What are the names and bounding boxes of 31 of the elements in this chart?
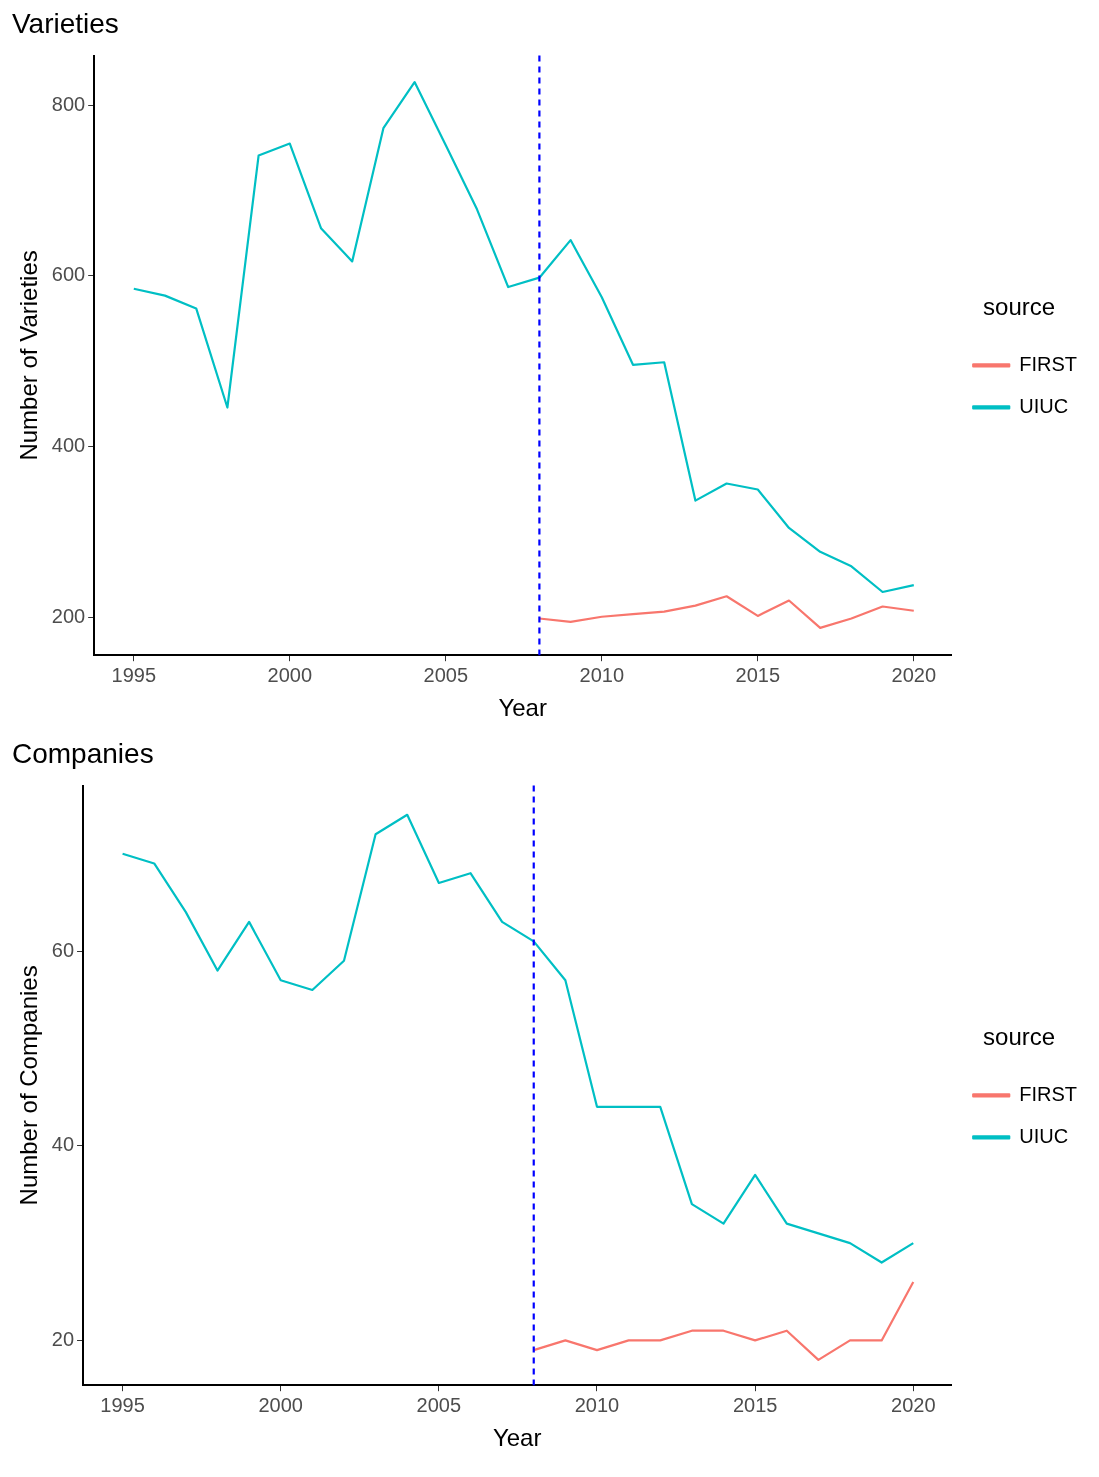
legend-label: FIRST <box>1019 1082 1078 1105</box>
x-tick-label: 2005 <box>416 1393 462 1416</box>
chart-title: Varieties <box>12 7 119 39</box>
legend-title: source <box>983 1023 1056 1051</box>
y-axis-title: Number of Companies <box>15 965 43 1206</box>
y-tick-label: 40 <box>51 1133 75 1156</box>
y-tick-label: 600 <box>51 263 86 286</box>
y-tick-label: 400 <box>51 434 86 457</box>
legend-label: UIUC <box>1019 394 1069 417</box>
y-tick-label: 60 <box>51 938 75 961</box>
x-tick-label: 2000 <box>267 663 313 686</box>
x-tick-label: 1995 <box>111 663 157 686</box>
x-tick-label: 2000 <box>258 1393 303 1416</box>
y-tick-label: 800 <box>51 92 86 115</box>
x-axis-title: Year <box>492 1424 542 1452</box>
x-tick-label: 2020 <box>891 1393 936 1416</box>
x-tick-label: 2015 <box>735 663 781 686</box>
x-tick-label: 2005 <box>423 663 469 686</box>
x-tick-label: 2020 <box>891 663 937 686</box>
y-tick-label: 20 <box>51 1327 75 1350</box>
chart-title: Companies <box>12 737 154 769</box>
legend-title: source <box>983 293 1056 321</box>
x-axis-title: Year <box>498 694 547 722</box>
y-axis-title: Number of Varieties <box>15 250 43 461</box>
legend-label: UIUC <box>1019 1124 1069 1147</box>
legend-label: FIRST <box>1019 352 1078 375</box>
y-tick-label: 200 <box>51 605 86 628</box>
x-tick-label: 2010 <box>579 663 625 686</box>
x-tick-label: 2015 <box>732 1393 778 1416</box>
x-tick-label: 2010 <box>574 1393 620 1416</box>
x-tick-label: 1995 <box>100 1393 145 1416</box>
